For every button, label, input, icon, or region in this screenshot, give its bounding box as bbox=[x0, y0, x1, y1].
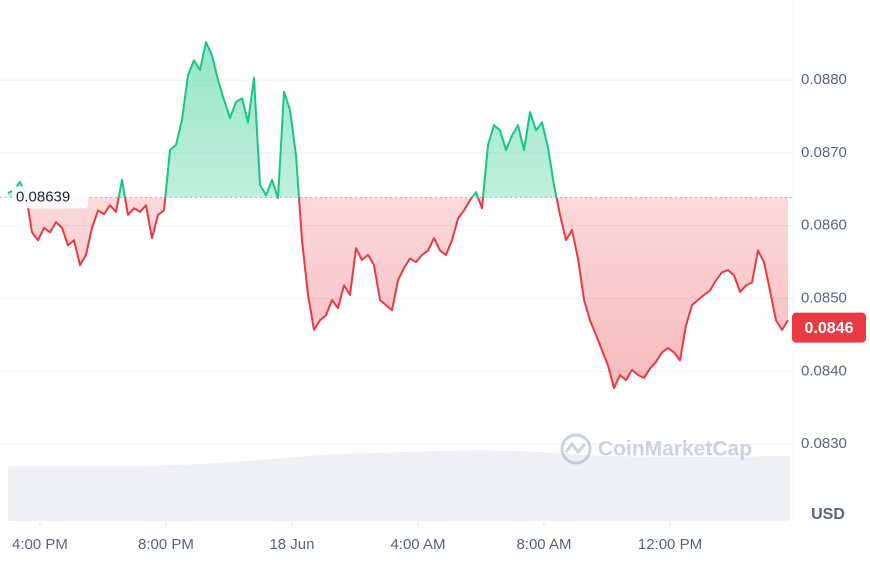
area-up bbox=[8, 42, 557, 198]
x-tick-label: 4:00 AM bbox=[390, 536, 445, 553]
y-tick-label: 0.0860 bbox=[801, 217, 847, 234]
x-tick-label: 12:00 PM bbox=[638, 536, 702, 553]
y-tick-label: 0.0880 bbox=[801, 71, 847, 88]
volume-band bbox=[8, 450, 790, 521]
plot bbox=[0, 41, 793, 390]
x-tick-label: 8:00 PM bbox=[138, 536, 194, 553]
x-tick-label: 18 Jun bbox=[269, 536, 314, 553]
currency-label: USD bbox=[811, 506, 845, 523]
y-tick-label: 0.0850 bbox=[801, 290, 847, 307]
watermark: CoinMarketCap bbox=[560, 433, 752, 465]
y-tick-label: 0.0870 bbox=[801, 144, 847, 161]
labels: 0.0880 0.0870 0.0860 0.0850 0.0840 0.0830 4:00… bbox=[12, 71, 866, 553]
last-price-label: 0.0846 bbox=[805, 320, 854, 337]
baseline-label-box bbox=[12, 186, 88, 209]
x-tick-label: 4:00 PM bbox=[12, 536, 68, 553]
area-down bbox=[8, 197, 788, 389]
x-tick-label: 8:00 AM bbox=[516, 536, 571, 553]
price-line-down bbox=[25, 197, 789, 390]
baseline-label: 0.08639 bbox=[16, 188, 70, 205]
y-tick-label: 0.0840 bbox=[801, 362, 847, 379]
y-tick-label: 0.0830 bbox=[801, 435, 847, 452]
watermark-text: CoinMarketCap bbox=[598, 438, 752, 461]
last-price-tag bbox=[792, 312, 866, 343]
